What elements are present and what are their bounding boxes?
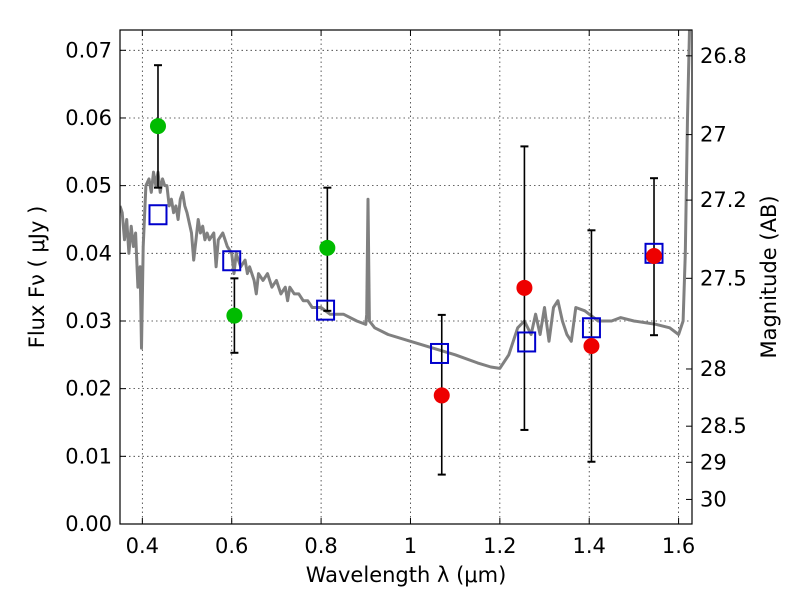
observed-point-green [149, 118, 166, 135]
x-tick-label: 1 [404, 534, 417, 558]
x-tick-label: 0.6 [215, 534, 248, 558]
y-tick-label: 0.00 [65, 512, 112, 536]
observed-point-red [646, 248, 663, 265]
y-tick-label: 0.04 [65, 241, 112, 265]
x-tick-label: 1.4 [573, 534, 606, 558]
observed-point-red [583, 338, 600, 355]
model-photometry-square [430, 342, 450, 364]
y2-tick-label: 27.2 [700, 188, 747, 212]
model-sed-curve [120, 30, 691, 370]
y-tick-label: 0.03 [65, 309, 112, 333]
y2-tick-label: 29 [700, 450, 727, 474]
y2-axis-label: Magnitude (AB) [757, 195, 781, 358]
y-tick-label: 0.07 [65, 38, 112, 62]
plot-frame [119, 29, 693, 525]
observed-point-green [226, 307, 243, 324]
y2-tick-label: 27 [700, 123, 727, 147]
model-photometry-square [148, 204, 168, 226]
x-tick-label: 1.2 [483, 534, 516, 558]
observed-point-red [516, 279, 533, 296]
x-tick-label: 1.6 [662, 534, 695, 558]
x-tick-label: 0.4 [126, 534, 159, 558]
model-photometry-square [222, 250, 242, 272]
x-tick-label: 0.8 [304, 534, 337, 558]
model-sed-line [120, 30, 691, 370]
y-tick-label: 0.01 [65, 444, 112, 468]
y-tick-label: 0.05 [65, 174, 112, 198]
y2-tick-label: 27.5 [700, 266, 747, 290]
y2-tick-label: 28 [700, 357, 727, 381]
y-tick-label: 0.06 [65, 106, 112, 130]
y2-tick-label: 28.5 [700, 414, 747, 438]
y2-tick-label: 26.8 [700, 44, 747, 68]
x-axis-label: Wavelength λ (μm) [306, 563, 507, 587]
y-tick-label: 0.02 [65, 377, 112, 401]
y2-tick-label: 30 [700, 487, 727, 511]
axis-ticks: 0.4 0.6 0.8 1 1.2 1.4 1.6 0.00 0.01 0.02 0.03 0.04 0… [65, 30, 747, 558]
y-axis-label: Flux Fν ( μJy ) [25, 206, 49, 349]
model-photometry-square [517, 331, 537, 353]
data-markers [148, 118, 664, 404]
observed-point-red [433, 387, 450, 404]
observed-point-green [319, 239, 336, 256]
model-photometry-square [581, 317, 601, 339]
grid-lines [120, 30, 692, 525]
model-photometry-square [316, 299, 336, 321]
